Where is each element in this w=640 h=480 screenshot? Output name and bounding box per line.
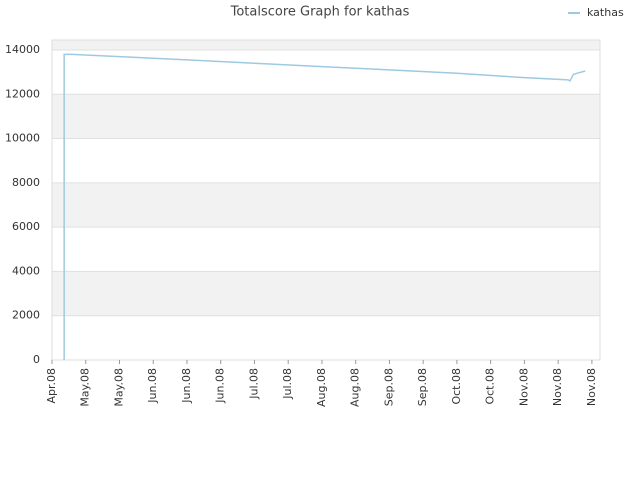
y-tick-label: 2000 xyxy=(12,309,40,322)
y-tick-label: 0 xyxy=(33,353,40,366)
x-tick-label: Nov.08 xyxy=(585,368,598,406)
y-tick-label: 14000 xyxy=(5,43,40,56)
chart-title: Totalscore Graph for kathas xyxy=(230,5,410,20)
x-tick-label: Jun.08 xyxy=(146,368,159,404)
x-tick-label: Jul.08 xyxy=(281,368,294,400)
series-line xyxy=(63,53,586,360)
grid-band xyxy=(52,138,600,183)
grid-band xyxy=(52,227,600,272)
grid-band xyxy=(52,271,600,316)
grid-band xyxy=(52,182,600,228)
y-tick-label: 10000 xyxy=(5,132,40,145)
y-tick-label: 8000 xyxy=(12,176,40,189)
x-tick-label: Jun.08 xyxy=(214,368,227,404)
y-tick-label: 4000 xyxy=(12,264,40,277)
x-tick-label: Aug.08 xyxy=(349,368,362,407)
x-tick-label: Nov.08 xyxy=(517,368,530,406)
x-tick-label: Nov.08 xyxy=(551,368,564,406)
x-tick-label: May.08 xyxy=(79,368,92,407)
x-tick-label: Apr.08 xyxy=(45,368,58,404)
y-tick-label: 12000 xyxy=(5,87,40,100)
x-tick-label: Jul.08 xyxy=(247,368,260,400)
x-tick-label: Oct.08 xyxy=(484,368,497,405)
x-tick-label: Sep.08 xyxy=(382,368,395,406)
x-tick-label: Jun.08 xyxy=(180,368,193,404)
grid-band xyxy=(52,40,600,50)
x-tick-label: Sep.08 xyxy=(416,368,429,406)
grid-band xyxy=(52,94,600,139)
x-tick-label: Aug.08 xyxy=(315,368,328,407)
x-tick-label: Oct.08 xyxy=(450,368,463,405)
grid-band xyxy=(52,315,600,360)
x-tick-label: May.08 xyxy=(112,368,125,407)
y-tick-label: 6000 xyxy=(12,220,40,233)
legend-label: kathas xyxy=(587,6,624,19)
plot-frame xyxy=(51,39,601,361)
